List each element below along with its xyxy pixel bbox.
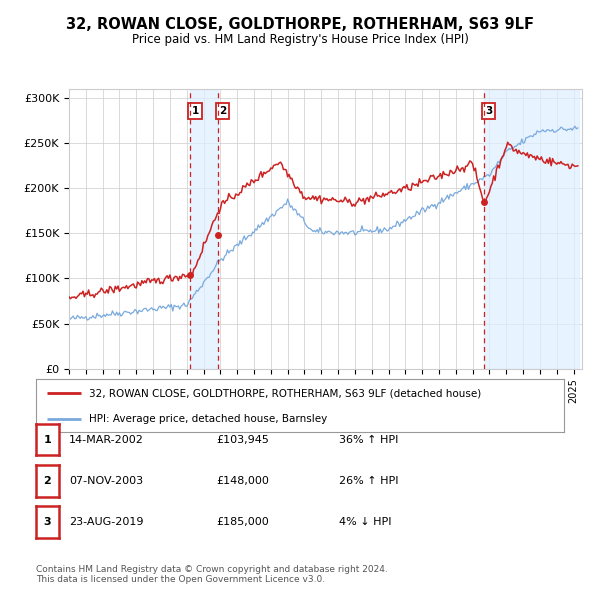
Text: 32, ROWAN CLOSE, GOLDTHORPE, ROTHERHAM, S63 9LF: 32, ROWAN CLOSE, GOLDTHORPE, ROTHERHAM, …: [66, 17, 534, 31]
Bar: [190, 88, 218, 369]
Text: 14-MAR-2002: 14-MAR-2002: [69, 435, 144, 444]
Text: 23-AUG-2019: 23-AUG-2019: [69, 517, 143, 527]
Text: 32, ROWAN CLOSE, GOLDTHORPE, ROTHERHAM, S63 9LF (detached house): 32, ROWAN CLOSE, GOLDTHORPE, ROTHERHAM, …: [89, 388, 481, 398]
Bar: [484, 88, 578, 369]
Text: 4% ↓ HPI: 4% ↓ HPI: [339, 517, 391, 527]
Text: 26% ↑ HPI: 26% ↑ HPI: [339, 476, 398, 486]
Text: £103,945: £103,945: [216, 435, 269, 444]
Text: Price paid vs. HM Land Registry's House Price Index (HPI): Price paid vs. HM Land Registry's House …: [131, 33, 469, 46]
Text: 2: 2: [219, 106, 226, 116]
Text: HPI: Average price, detached house, Barnsley: HPI: Average price, detached house, Barn…: [89, 414, 327, 424]
Text: 07-NOV-2003: 07-NOV-2003: [69, 476, 143, 486]
Text: 1: 1: [44, 435, 51, 444]
Text: £148,000: £148,000: [216, 476, 269, 486]
Text: 36% ↑ HPI: 36% ↑ HPI: [339, 435, 398, 444]
Text: 1: 1: [191, 106, 199, 116]
Text: 3: 3: [44, 517, 51, 527]
Text: £185,000: £185,000: [216, 517, 269, 527]
Text: Contains HM Land Registry data © Crown copyright and database right 2024.
This d: Contains HM Land Registry data © Crown c…: [36, 565, 388, 584]
Text: 2: 2: [44, 476, 51, 486]
Text: 3: 3: [485, 106, 492, 116]
